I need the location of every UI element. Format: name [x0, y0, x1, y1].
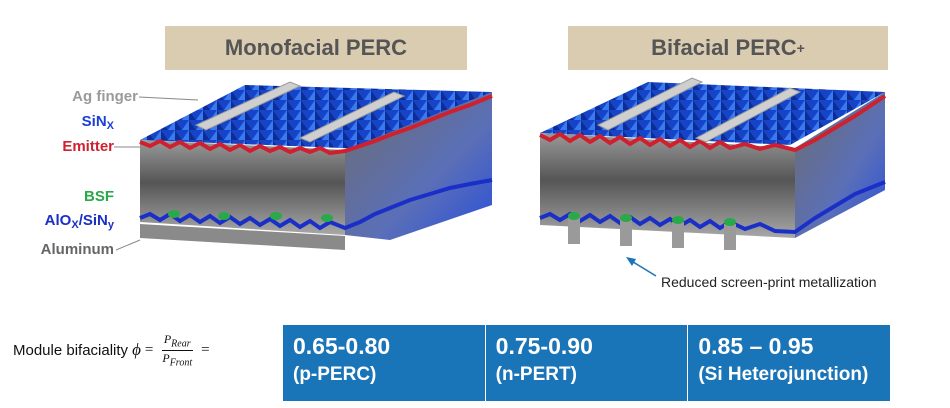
table-technology: (n-PERT) — [495, 364, 577, 385]
monofacial-title: Monofacial PERC — [224, 35, 408, 60]
bsf-dot — [321, 214, 333, 222]
bifaciality-formula: Module bifaciality ϕ = PRear PFront = — [13, 332, 210, 368]
ag-finger — [596, 77, 704, 131]
monofacial-emitter-line — [139, 94, 493, 156]
formula-label: Module bifaciality — [13, 341, 129, 359]
label-emitter: Emitter — [62, 138, 114, 155]
bifacial-cell — [539, 77, 887, 277]
label-sinx: SiNX — [81, 113, 114, 132]
cell-cross-sections — [114, 77, 887, 277]
bsf-dot — [168, 210, 180, 218]
reduced-metallization-note: Reduced screen-print metallization — [661, 274, 877, 290]
label-bsf: BSF — [84, 188, 114, 205]
table-technology: (p-PERC) — [293, 364, 377, 385]
bsf-dot — [218, 212, 230, 220]
monofacial-cell — [114, 81, 493, 251]
bifacial-top-surface — [540, 82, 885, 145]
formula-equals-1: = — [144, 341, 154, 358]
formula-equals-2: = — [201, 341, 210, 358]
bsf-dot — [620, 214, 632, 222]
note-arrow — [629, 259, 657, 277]
phi-symbol: ϕ — [132, 340, 141, 359]
label-aluminum: Aluminum — [40, 241, 114, 258]
leader-line — [115, 239, 141, 251]
rear-al-finger — [672, 222, 684, 248]
table-value: 0.85 – 0.95 — [698, 333, 814, 359]
bifacial-front-face — [540, 133, 795, 238]
bsf-dot — [270, 212, 282, 220]
label-alox-siny: AlOX/SiNy — [44, 212, 114, 231]
table-value: 0.75-0.90 — [495, 333, 593, 359]
bsf-dot — [724, 218, 736, 226]
rear-al-finger — [724, 224, 736, 250]
bifacial-side-face — [795, 92, 885, 238]
bifacial-emitter-line — [539, 94, 887, 153]
bifacial-title: Bifacial PERC — [651, 35, 797, 60]
rear-al-finger — [568, 218, 580, 244]
monofacial-aluminum-layer — [140, 224, 345, 250]
monofacial-front-face — [140, 140, 345, 235]
monofacial-side-face — [345, 92, 492, 240]
table-technology: (Si Heterojunction) — [698, 364, 869, 385]
bifacial-banner: Bifacial PERC + — [568, 26, 888, 70]
ag-finger — [694, 87, 802, 143]
bifaciality-table: 0.65-0.80 (p-PERC) 0.75-0.90 (n-PERT) 0.… — [283, 325, 891, 401]
rear-al-finger — [620, 220, 632, 246]
table-cell-p-perc: 0.65-0.80 (p-PERC) — [283, 325, 486, 401]
table-value: 0.65-0.80 — [293, 333, 391, 359]
bsf-dot — [568, 212, 580, 220]
ag-finger — [298, 91, 406, 143]
table-cell-si-heterojunction: 0.85 – 0.95 (Si Heterojunction) — [688, 325, 891, 401]
formula-fraction: PRear PFront — [161, 332, 193, 368]
bifacial-title-plus: + — [796, 40, 805, 56]
ag-finger — [194, 81, 302, 131]
note-arrow-head — [626, 257, 636, 266]
monofacial-banner: Monofacial PERC — [165, 26, 467, 70]
bsf-dot — [672, 216, 684, 224]
monofacial-rear-passivation — [139, 178, 493, 231]
table-cell-n-pert: 0.75-0.90 (n-PERT) — [485, 325, 689, 401]
label-ag-finger: Ag finger — [72, 88, 138, 105]
leader-line — [138, 96, 199, 101]
